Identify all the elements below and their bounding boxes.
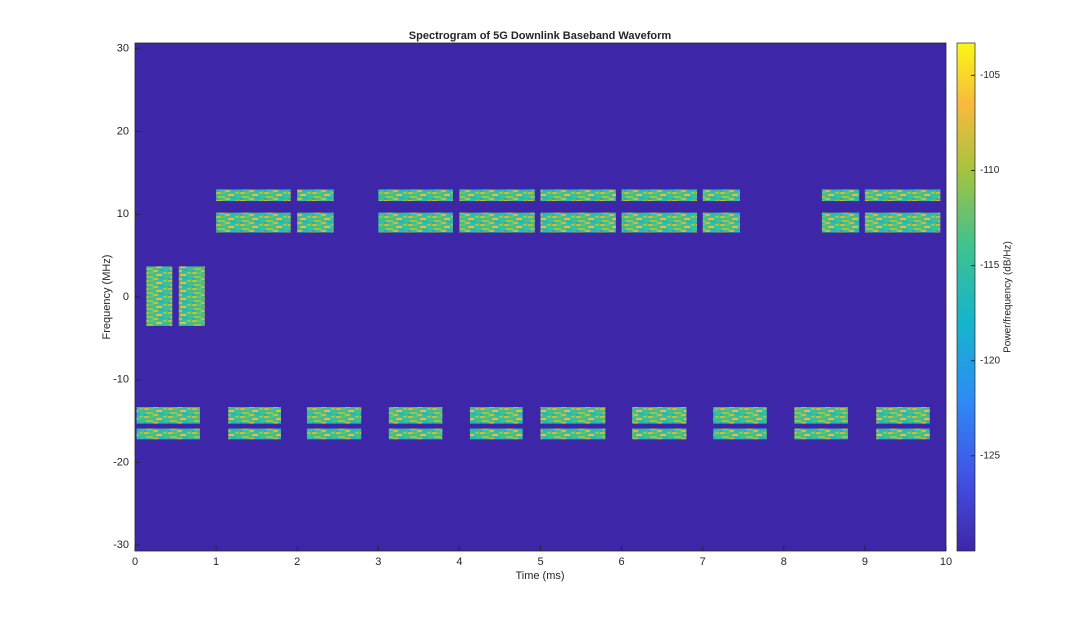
signal-block (632, 407, 687, 424)
x-tick-label: 0 (132, 556, 138, 568)
signal-block (713, 407, 767, 424)
x-tick-label: 9 (862, 556, 868, 568)
colorbar-tick-label: -120 (980, 355, 1000, 366)
x-tick-label: 8 (781, 556, 787, 568)
signal-block (459, 189, 535, 202)
signal-block (297, 212, 334, 233)
colorbar-tick-label: -115 (980, 260, 1000, 271)
colorbar-tick-label: -105 (980, 70, 1000, 81)
signal-block (297, 189, 334, 202)
colorbar-label: Power/frequency (dB/Hz) (1003, 241, 1014, 353)
x-tick-label: 6 (619, 556, 625, 568)
signal-block (228, 407, 281, 424)
y-axis-label: Frequency (MHz) (101, 255, 113, 340)
signal-block (306, 407, 362, 424)
x-tick-label: 7 (700, 556, 706, 568)
signal-block (702, 212, 741, 233)
signal-block (794, 428, 848, 440)
signal-block (306, 428, 362, 440)
x-axis-label: Time (ms) (515, 570, 564, 582)
signal-block (713, 428, 767, 440)
signal-block (821, 189, 860, 202)
signal-block (469, 428, 523, 440)
x-tick-label: 4 (456, 556, 462, 568)
signal-block (136, 428, 200, 440)
signal-block (864, 212, 941, 233)
x-tick-label: 1 (213, 556, 219, 568)
signal-block (540, 189, 616, 202)
y-tick-label: 0 (123, 291, 129, 303)
colorbar (956, 42, 976, 552)
y-tick-label: -30 (113, 539, 129, 551)
signal-block (632, 428, 687, 440)
signal-block (216, 189, 291, 202)
colorbar-tick-label: -125 (980, 451, 1000, 462)
y-tick-label: 20 (117, 125, 129, 137)
signal-block (378, 212, 453, 233)
y-tick-label: -20 (113, 456, 129, 468)
signal-block (136, 407, 200, 424)
y-tick-label: -10 (113, 374, 129, 386)
x-tick-label: 2 (294, 556, 300, 568)
signal-block (540, 407, 606, 424)
signal-block (621, 189, 698, 202)
chart-title: Spectrogram of 5G Downlink Baseband Wave… (409, 30, 672, 42)
signal-block (146, 266, 173, 326)
signal-block (378, 189, 453, 202)
y-tick-label: 10 (117, 208, 129, 220)
y-tick-label: 30 (117, 43, 129, 55)
signal-block (540, 428, 606, 440)
signal-block (876, 407, 930, 424)
x-tick-label: 3 (375, 556, 381, 568)
signal-block (821, 212, 860, 233)
signal-block (864, 189, 941, 202)
plot-background (135, 43, 946, 551)
signal-block (228, 428, 281, 440)
signal-block (876, 428, 930, 440)
signal-block (178, 266, 205, 326)
colorbar-tick-label: -110 (980, 165, 1000, 176)
signal-block (388, 407, 443, 424)
signal-block (794, 407, 848, 424)
signal-block (540, 212, 616, 233)
signal-block (621, 212, 698, 233)
signal-block (469, 407, 523, 424)
x-tick-label: 10 (940, 556, 952, 568)
signal-block (702, 189, 741, 202)
signal-block (216, 212, 291, 233)
x-tick-label: 5 (537, 556, 543, 568)
signal-block (459, 212, 535, 233)
signal-block (388, 428, 443, 440)
